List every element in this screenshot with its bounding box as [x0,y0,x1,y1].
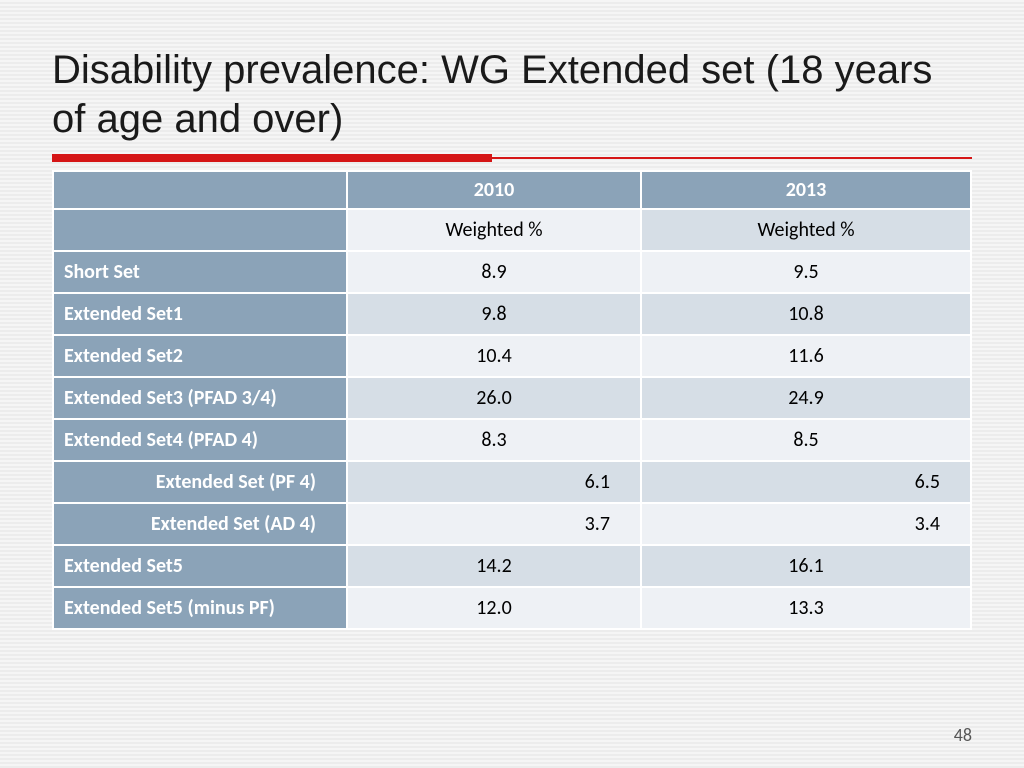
table-header-sub: Weighted % Weighted % [53,209,971,251]
table-row: Short Set8.99.5 [53,251,971,293]
table-row: Extended Set5 (minus PF)12.013.3 [53,587,971,629]
row-label: Extended Set3 (PFAD 3/4) [53,377,347,419]
row-label: Extended Set (PF 4) [53,461,347,503]
cell-2010: 8.9 [347,251,641,293]
cell-2013: 24.9 [641,377,971,419]
table-header-years: 2010 2013 [53,171,971,209]
data-table: 2010 2013 Weighted % Weighted % Short Se… [52,170,972,630]
cell-2010: 12.0 [347,587,641,629]
row-label: Extended Set4 (PFAD 4) [53,419,347,461]
title-underline [52,154,972,162]
row-label: Extended Set5 [53,545,347,587]
cell-2013: 10.8 [641,293,971,335]
subheader-blank [53,209,347,251]
cell-2010: 3.7 [347,503,641,545]
cell-2010: 9.8 [347,293,641,335]
cell-2010: 10.4 [347,335,641,377]
row-label: Extended Set2 [53,335,347,377]
cell-2013: 9.5 [641,251,971,293]
row-label: Extended Set (AD 4) [53,503,347,545]
table-row: Extended Set19.810.8 [53,293,971,335]
header-year-2010: 2010 [347,171,641,209]
table-row: Extended Set (PF 4)6.16.5 [53,461,971,503]
cell-2013: 11.6 [641,335,971,377]
cell-2013: 16.1 [641,545,971,587]
slide-title: Disability prevalence: WG Extended set (… [52,46,972,144]
cell-2013: 6.5 [641,461,971,503]
cell-2010: 8.3 [347,419,641,461]
header-year-2013: 2013 [641,171,971,209]
subheader-2010: Weighted % [347,209,641,251]
table-row: Extended Set514.216.1 [53,545,971,587]
cell-2013: 3.4 [641,503,971,545]
cell-2010: 26.0 [347,377,641,419]
cell-2013: 8.5 [641,419,971,461]
slide: Disability prevalence: WG Extended set (… [0,0,1024,768]
table-row: Extended Set4 (PFAD 4)8.38.5 [53,419,971,461]
row-label: Short Set [53,251,347,293]
table-body: Short Set8.99.5Extended Set19.810.8Exten… [53,251,971,629]
rule-thin [492,157,972,159]
cell-2013: 13.3 [641,587,971,629]
subheader-2013: Weighted % [641,209,971,251]
cell-2010: 14.2 [347,545,641,587]
table-row: Extended Set210.411.6 [53,335,971,377]
header-blank [53,171,347,209]
table-row: Extended Set (AD 4)3.73.4 [53,503,971,545]
rule-thick [52,154,492,162]
row-label: Extended Set5 (minus PF) [53,587,347,629]
table-row: Extended Set3 (PFAD 3/4)26.024.9 [53,377,971,419]
row-label: Extended Set1 [53,293,347,335]
cell-2010: 6.1 [347,461,641,503]
page-number: 48 [954,724,972,746]
